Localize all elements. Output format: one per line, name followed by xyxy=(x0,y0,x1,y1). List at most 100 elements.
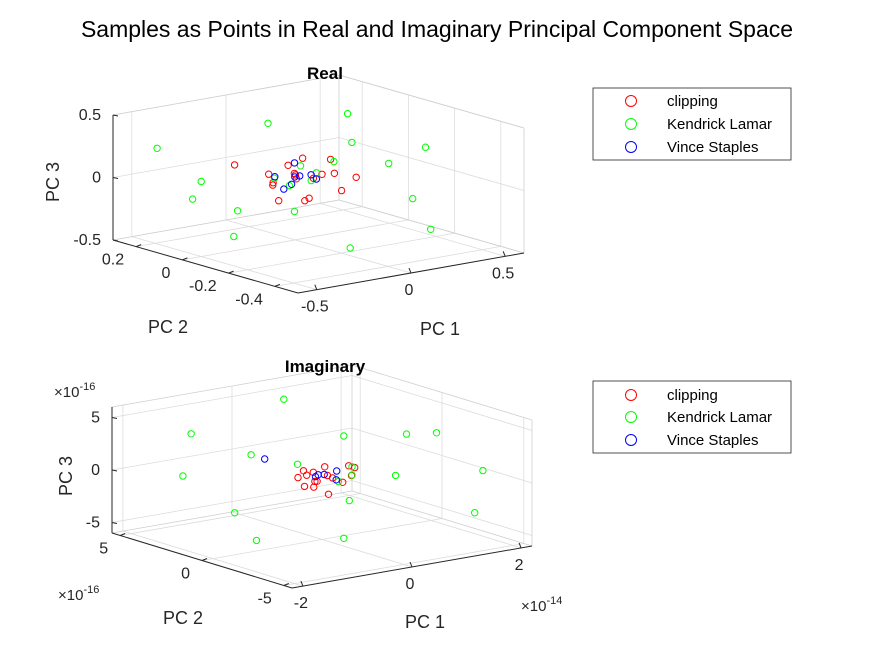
x-tick-mark xyxy=(314,284,318,290)
figure-title: Samples as Points in Real and Imaginary … xyxy=(81,16,793,42)
data-point xyxy=(352,173,360,182)
x-axis-label: PC 1 xyxy=(405,612,445,632)
data-point xyxy=(275,197,283,205)
plot-real[interactable]: -0.500.5-0.4-0.200.2-0.500.5PC 1PC 2PC 3… xyxy=(43,64,525,339)
z-tick-mark xyxy=(112,114,119,117)
legend-marker-kendrick-lamar xyxy=(625,411,637,423)
box-edge xyxy=(338,74,525,129)
z-axis-label: PC 3 xyxy=(43,162,63,202)
grid-line xyxy=(112,199,525,254)
z-tick-label: 0.5 xyxy=(79,107,101,124)
series-vince-staples xyxy=(261,455,341,484)
grid-line xyxy=(111,375,533,431)
data-point xyxy=(307,176,315,185)
grid-line xyxy=(111,480,533,536)
y-tick-label: 0 xyxy=(161,265,170,282)
z-tick-label: 5 xyxy=(91,410,100,427)
data-point xyxy=(337,186,346,195)
box-edge xyxy=(112,74,340,116)
data-point xyxy=(188,195,197,203)
data-point xyxy=(345,496,353,505)
y-tick-mark xyxy=(135,244,142,248)
data-point xyxy=(271,173,279,181)
data-point xyxy=(294,473,302,482)
data-point xyxy=(179,472,187,480)
series-kendrick-lamar xyxy=(153,110,435,252)
series-clipping xyxy=(230,154,360,205)
legend-label-clipping: clipping xyxy=(667,93,718,110)
legend-label-vince-staples: Vince Staples xyxy=(667,139,758,156)
x-tick-label: 0 xyxy=(405,282,414,299)
z-tick-mark xyxy=(111,469,118,472)
box-edge xyxy=(112,199,340,241)
z-axis-exponent: ×10-16 xyxy=(54,381,95,401)
box-edge xyxy=(111,364,353,408)
data-point xyxy=(280,395,288,403)
legend-imaginary: clipping Kendrick Lamar Vince Staples xyxy=(592,380,792,454)
grid-line xyxy=(225,219,412,274)
data-point xyxy=(348,471,356,479)
y-tick-mark xyxy=(201,558,208,561)
data-point xyxy=(427,225,435,234)
grid-line xyxy=(112,137,525,191)
x-tick-label: 2 xyxy=(515,557,524,574)
data-point xyxy=(280,185,288,193)
box-edge xyxy=(351,490,533,547)
grid-line xyxy=(283,543,524,586)
series-vince-staples xyxy=(271,159,321,193)
legend-label-kendrick-lamar: Kendrick Lamar xyxy=(667,116,772,133)
z-tick-label: -0.5 xyxy=(73,232,101,249)
data-point xyxy=(233,207,242,215)
data-point xyxy=(348,138,356,147)
z-tick-mark xyxy=(111,522,118,524)
grid-line xyxy=(120,493,361,536)
x-tick-label: -0.5 xyxy=(301,299,329,316)
data-point xyxy=(287,180,296,189)
legend-marker-clipping xyxy=(625,389,637,401)
y-axis-label: PC 2 xyxy=(148,317,188,337)
x-axis-exponent: ×10-14 xyxy=(521,595,562,615)
z-tick-mark xyxy=(112,239,119,242)
z-tick-label: -5 xyxy=(86,515,100,532)
x-tick-label: -2 xyxy=(294,595,308,612)
data-point xyxy=(339,478,347,486)
y-tick-label: -0.2 xyxy=(189,278,217,295)
legend-marker-kendrick-lamar xyxy=(625,118,637,130)
data-point xyxy=(479,466,487,475)
plot-imaginary[interactable]: -2 0 2 -5 0 5 -5 0 5 PC 1 PC 2 PC 3 ×10-14 ×10-16 ×10-… xyxy=(54,357,562,632)
data-point xyxy=(471,509,479,517)
y-tick-label: -0.4 xyxy=(235,291,263,308)
data-point xyxy=(321,463,329,471)
data-point xyxy=(348,463,356,471)
data-point xyxy=(330,157,338,166)
grid-line xyxy=(111,427,533,484)
series-kendrick-lamar xyxy=(179,395,487,545)
data-point xyxy=(296,162,305,170)
tick-labels: -2 0 2 -5 0 5 -5 0 5 xyxy=(86,410,524,613)
z-tick-mark xyxy=(112,177,119,179)
data-point xyxy=(328,474,337,482)
legend-marker-vince-staples xyxy=(625,434,637,446)
data-point xyxy=(303,471,311,479)
tick-labels: -0.500.5-0.4-0.200.2-0.500.5 xyxy=(73,107,514,316)
data-point xyxy=(269,181,277,189)
data-point xyxy=(284,161,292,170)
data-point xyxy=(264,119,272,128)
box-edge xyxy=(351,364,533,421)
data-point xyxy=(340,534,348,542)
data-point xyxy=(291,173,299,181)
y-tick-mark xyxy=(274,283,281,287)
data-point xyxy=(305,194,313,202)
grid-line xyxy=(182,219,409,261)
y-axis-label: PC 2 xyxy=(163,608,203,628)
data-point xyxy=(261,455,269,463)
data-point xyxy=(311,477,319,486)
y-tick-mark xyxy=(119,533,126,536)
legend-label-clipping: clipping xyxy=(667,387,718,404)
data-point xyxy=(311,472,320,481)
grid-lines xyxy=(112,74,525,291)
y-axis-line xyxy=(112,239,299,294)
data-point xyxy=(298,154,307,162)
data-point xyxy=(332,476,340,484)
